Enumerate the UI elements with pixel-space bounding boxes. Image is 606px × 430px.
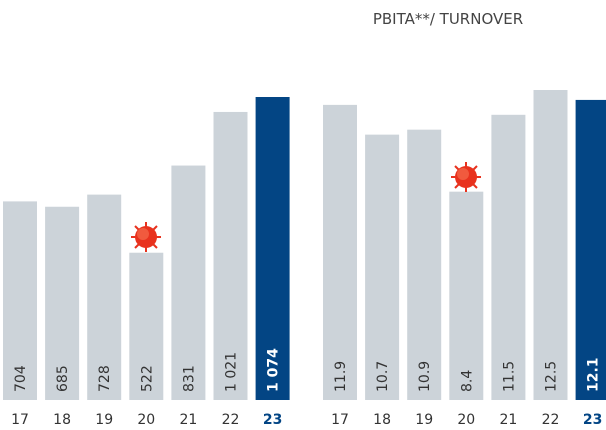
- bar: [87, 194, 122, 400]
- x-tick-label: 20: [137, 412, 155, 428]
- value-label: 10.9: [417, 361, 433, 392]
- value-label: 8.4: [459, 370, 475, 392]
- bar: [449, 191, 484, 400]
- bar: [3, 201, 37, 400]
- bar: [365, 134, 400, 400]
- x-tick-label: 22: [222, 412, 240, 428]
- chart-title: PBITA**/ TURNOVER: [373, 10, 523, 28]
- value-label: 1 021: [224, 352, 240, 392]
- virus-icon: [131, 222, 161, 252]
- x-tick-label: 19: [415, 412, 433, 428]
- bar: [129, 252, 164, 400]
- bar: [533, 90, 568, 400]
- bar: [491, 114, 526, 401]
- bar: [45, 206, 80, 400]
- bar: [213, 111, 248, 400]
- value-label: 728: [97, 365, 113, 392]
- x-tick-label: 18: [373, 412, 391, 428]
- x-tick-label: 18: [53, 412, 71, 428]
- value-label: 10.7: [375, 361, 391, 392]
- x-tick-label: 20: [457, 412, 475, 428]
- x-tick-label: 19: [95, 412, 113, 428]
- value-label: 12.5: [544, 361, 560, 392]
- value-label: 831: [181, 365, 197, 392]
- value-label: 11.5: [501, 361, 517, 392]
- value-label: 11.9: [333, 361, 349, 392]
- value-label: 685: [55, 365, 71, 392]
- value-label: 522: [139, 365, 155, 392]
- bar: [255, 97, 290, 400]
- bar: [575, 99, 606, 401]
- x-tick-label: 23: [583, 412, 602, 428]
- bar: [323, 104, 357, 400]
- x-tick-label: 23: [263, 412, 282, 428]
- value-label: 12.1: [586, 357, 602, 392]
- bar: [171, 165, 206, 400]
- bar: [407, 129, 442, 400]
- x-tick-label: 21: [499, 412, 517, 428]
- x-tick-label: 22: [542, 412, 560, 428]
- x-tick-label: 17: [331, 412, 349, 428]
- virus-icon: [451, 162, 481, 192]
- x-tick-label: 21: [179, 412, 197, 428]
- value-label: 1 074: [266, 348, 282, 392]
- value-label: 704: [13, 365, 29, 392]
- x-tick-label: 17: [11, 412, 29, 428]
